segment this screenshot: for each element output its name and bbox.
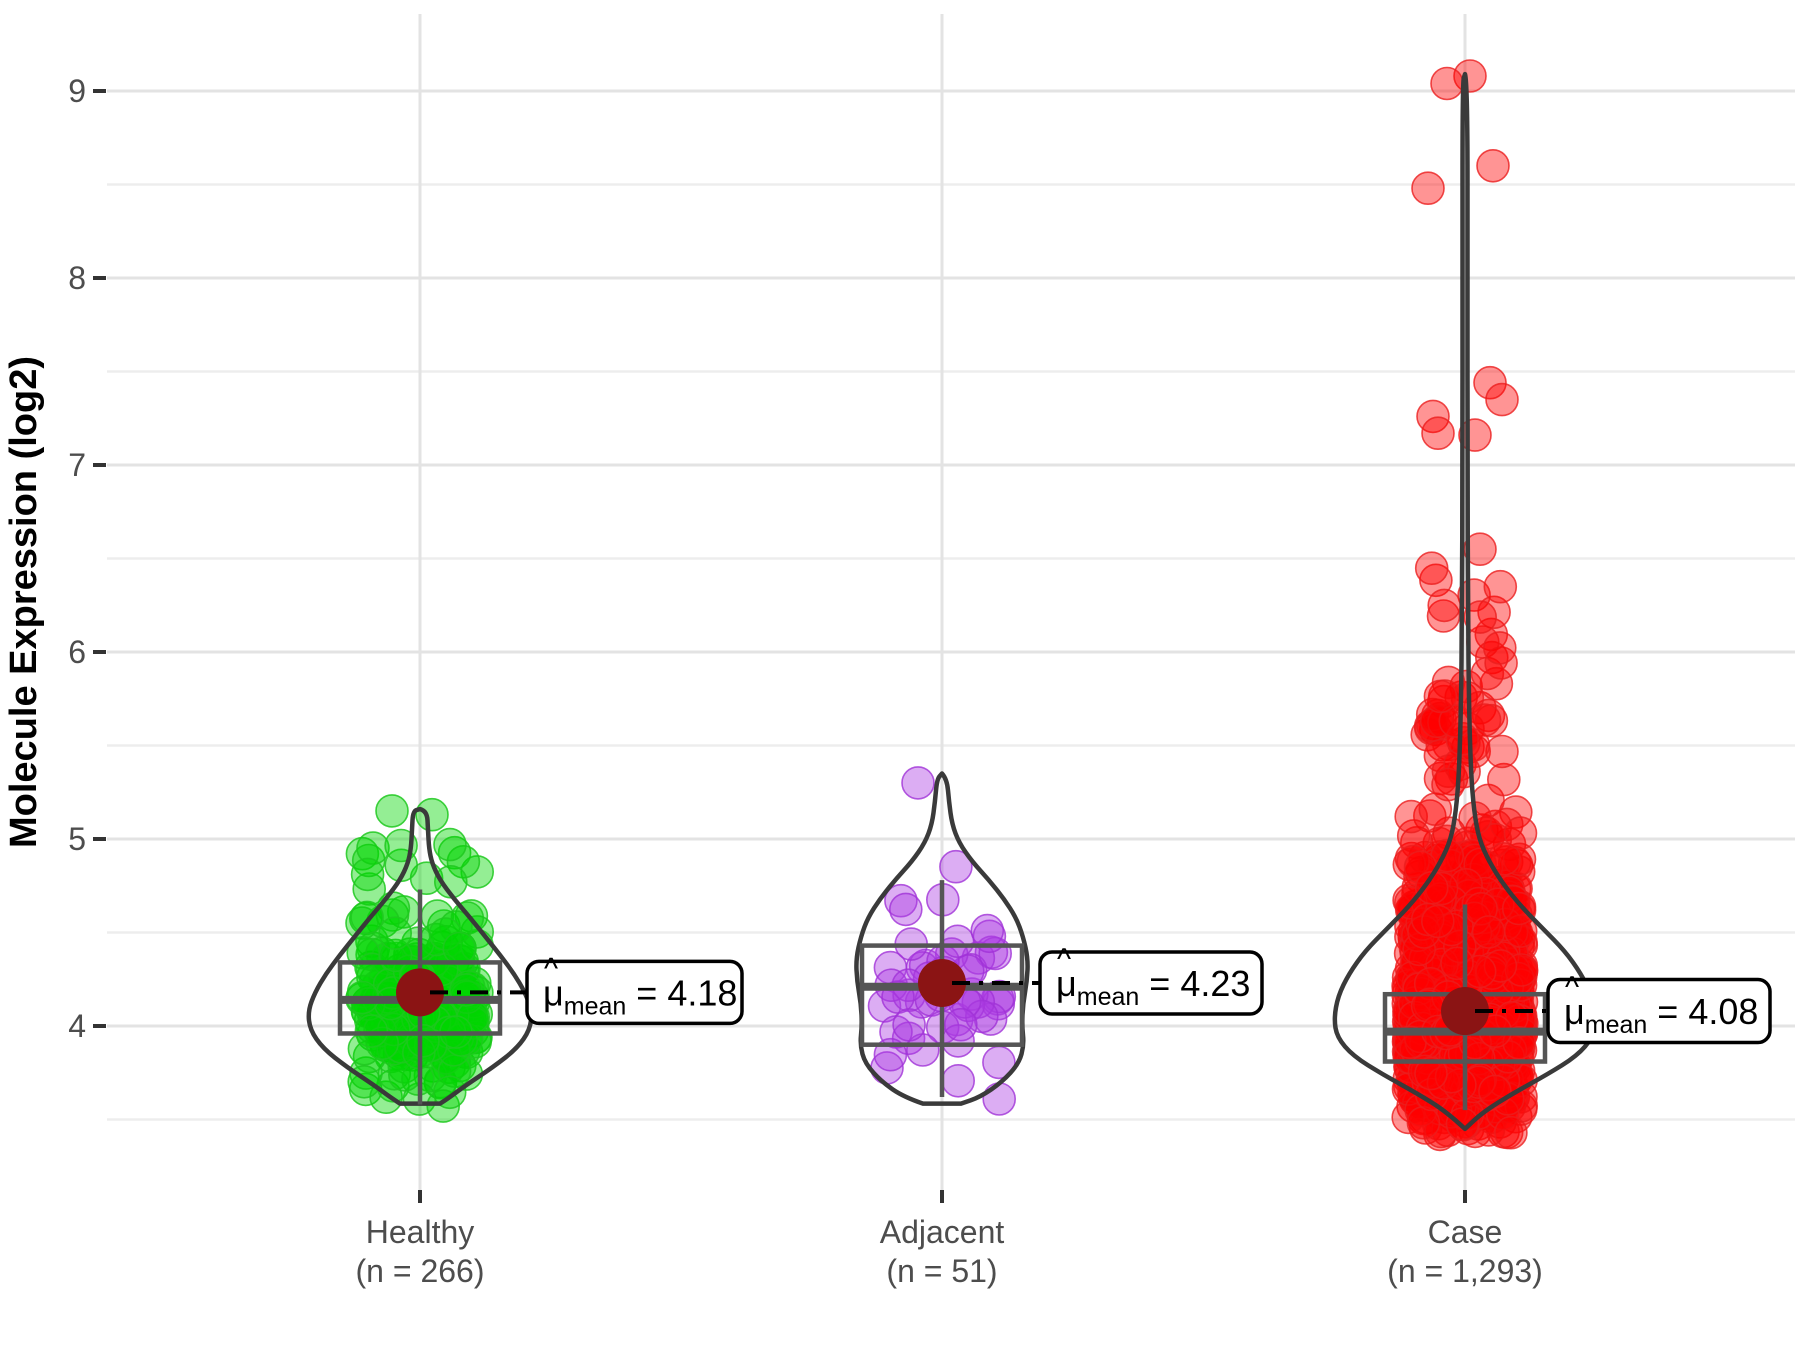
y-tick-label: 6 <box>68 634 86 670</box>
group-healthy: ^μmean = 4.18 <box>306 794 744 1123</box>
outlier-point <box>1421 416 1455 451</box>
data-point <box>1501 854 1536 889</box>
data-point <box>1421 904 1455 939</box>
data-point <box>1406 1106 1441 1140</box>
jitter-points-case <box>1391 59 1539 1152</box>
y-axis-title: Molecule Expression (log2) <box>3 356 45 848</box>
data-point <box>1483 631 1517 665</box>
data-point <box>1449 867 1483 902</box>
y-tick-label: 4 <box>68 1008 86 1044</box>
data-point <box>345 836 380 871</box>
mu-hat-accent: ^ <box>1565 971 1579 1004</box>
mean-dot <box>1441 987 1489 1036</box>
group-case: ^μmean = 4.08 <box>1332 59 1772 1152</box>
data-point <box>1487 762 1521 797</box>
mean-label-box <box>1546 977 1772 1045</box>
data-point <box>1471 915 1506 949</box>
x-category-label: Case <box>1428 1214 1503 1250</box>
data-point <box>1423 679 1458 714</box>
data-point <box>378 916 413 951</box>
data-point <box>1501 891 1536 926</box>
x-category-label: Healthy <box>366 1214 475 1250</box>
outlier-point <box>375 794 409 828</box>
data-point <box>982 1082 1017 1116</box>
data-point <box>1427 588 1461 623</box>
data-point <box>1426 599 1461 633</box>
group-adjacent: ^μmean = 4.23 <box>854 766 1264 1116</box>
outlier-point <box>433 827 467 862</box>
data-point <box>1484 646 1518 680</box>
data-point <box>884 883 918 918</box>
data-point <box>442 931 477 966</box>
data-point <box>428 917 463 951</box>
data-point <box>888 892 923 927</box>
data-point <box>406 1024 440 1058</box>
outlier-point <box>1473 365 1507 400</box>
data-point <box>1419 563 1453 598</box>
data-point <box>352 872 387 906</box>
y-tick-label: 8 <box>68 260 86 296</box>
mean-label-text: μmean = 4.23 <box>1056 963 1250 1011</box>
data-point <box>970 913 1005 948</box>
data-point <box>1504 953 1539 987</box>
mean-dot <box>918 958 966 1007</box>
y-tick-label: 7 <box>68 447 86 483</box>
data-point <box>351 843 386 878</box>
data-point <box>941 1064 976 1098</box>
data-point <box>356 831 390 865</box>
data-layer: ^μmean = 4.18^μmean = 4.23 ^μmean = 4.08 <box>306 59 1772 1152</box>
data-point <box>940 924 975 959</box>
y-tick-label: 5 <box>68 821 86 857</box>
x-category-sublabel: (n = 1,293) <box>1387 1253 1543 1289</box>
data-point <box>1407 915 1441 949</box>
boxplot-box <box>859 943 1025 1047</box>
data-point <box>943 1007 978 1042</box>
outlier-point <box>1476 149 1510 183</box>
data-point <box>892 1008 926 1042</box>
data-point <box>354 1014 389 1048</box>
x-category-sublabel: (n = 51) <box>886 1253 997 1289</box>
mean-dot <box>396 968 444 1017</box>
mean-label-box <box>1038 950 1264 1016</box>
data-point <box>1477 595 1511 630</box>
violin-outline <box>854 771 1030 1106</box>
data-point <box>1440 946 1474 981</box>
axes-layer: 4 5 6 7 8 9 Healthy(n = 266) Adjacent(n = 51) Ca… <box>68 73 1543 1289</box>
mu-hat-accent: ^ <box>1057 943 1071 976</box>
x-category-sublabel: (n = 266) <box>356 1253 485 1289</box>
outlier-point <box>1430 66 1464 101</box>
data-point <box>1494 1115 1528 1150</box>
data-point <box>1479 666 1514 701</box>
data-point <box>446 844 481 879</box>
mu-hat-accent: ^ <box>544 952 558 985</box>
outlier-point <box>901 766 935 800</box>
data-point <box>1503 816 1538 850</box>
violin-outline <box>1332 71 1598 1132</box>
mean-label-text: μmean = 4.18 <box>543 972 737 1020</box>
data-point <box>460 855 495 889</box>
data-point <box>1443 929 1477 964</box>
data-point <box>1463 600 1497 634</box>
x-category-label: Adjacent <box>880 1214 1005 1250</box>
data-point <box>964 999 999 1034</box>
data-point <box>1414 1056 1448 1091</box>
data-point <box>1483 949 1518 983</box>
y-tick-label: 9 <box>68 73 86 109</box>
mean-label-box <box>525 959 744 1026</box>
data-point <box>939 849 973 884</box>
data-point <box>1456 728 1491 762</box>
data-point <box>1414 551 1449 586</box>
data-point <box>1485 734 1519 769</box>
data-point <box>350 857 385 892</box>
data-point <box>1419 704 1454 739</box>
outlier-point <box>1411 171 1445 205</box>
mean-label-text: μmean = 4.08 <box>1564 991 1758 1039</box>
outlier-point <box>1485 382 1519 417</box>
outlier-point <box>415 797 449 832</box>
data-point <box>1483 569 1518 604</box>
data-point <box>1410 902 1445 937</box>
